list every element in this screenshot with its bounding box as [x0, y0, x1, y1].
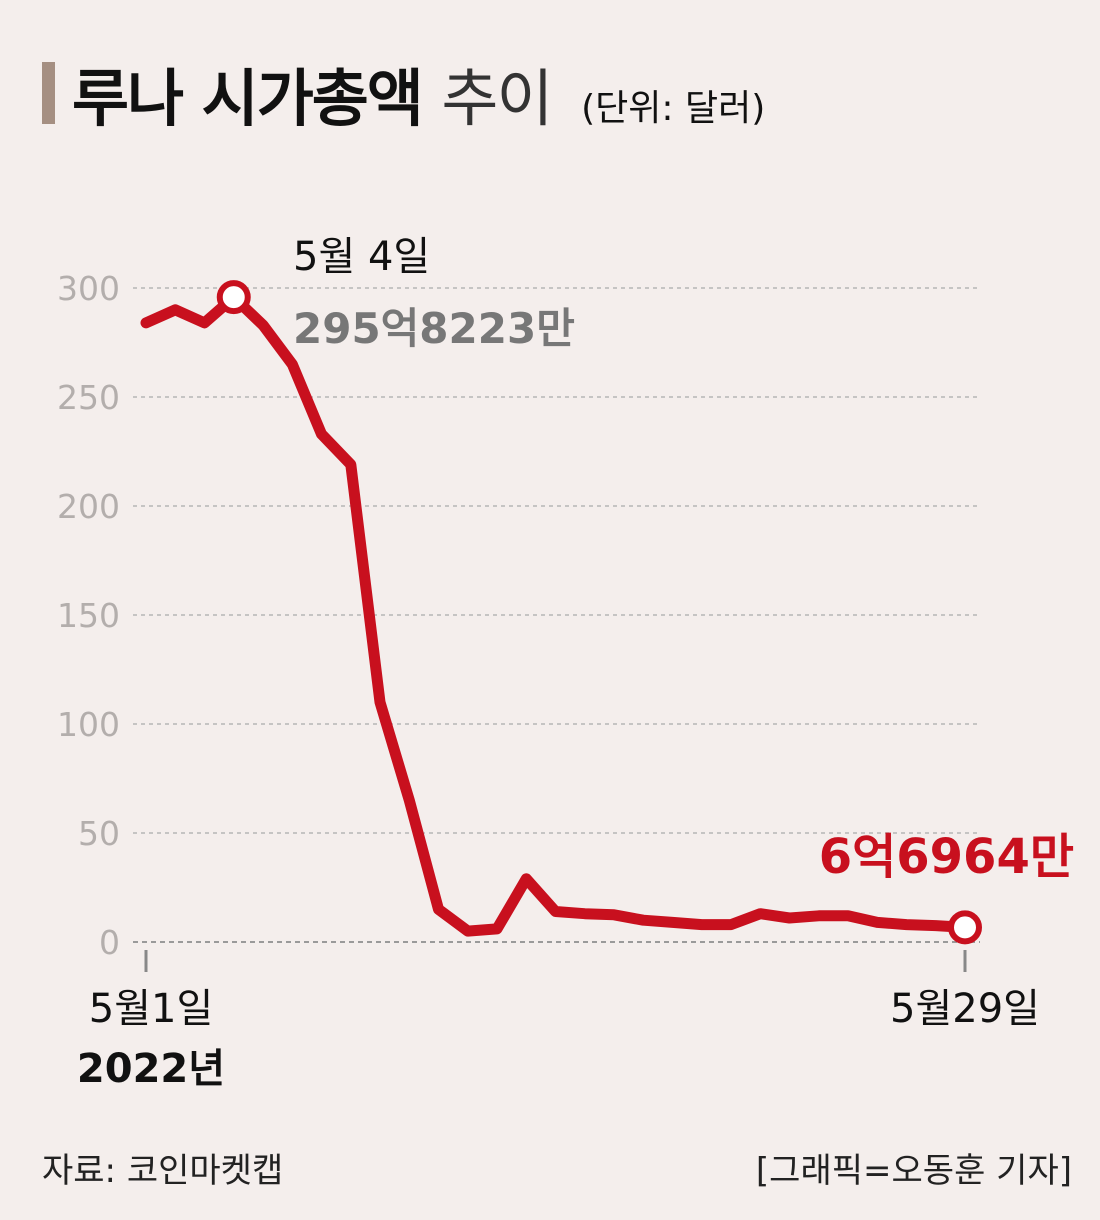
annotation-value: 6억6964만: [819, 829, 1074, 885]
x-tick-label-start: 5월1일: [89, 986, 214, 1032]
chart-title: 루나 시가총액 추이 (단위: 달러): [72, 48, 765, 138]
y-tick-label: 200: [57, 487, 120, 526]
title-light: 추이: [441, 62, 553, 135]
highlight-point: [948, 910, 982, 945]
y-tick-label: 300: [57, 269, 120, 308]
annotation-date: 5월 4일: [293, 234, 430, 280]
title-unit: (단위: 달러): [581, 88, 766, 129]
y-tick-label: 150: [57, 596, 120, 635]
y-tick-label: 50: [78, 814, 120, 853]
annotation-value: 295억8223만: [293, 304, 575, 353]
title-accent-bar: [42, 62, 55, 124]
x-year-label: 2022년: [77, 1046, 225, 1092]
y-tick-label: 250: [57, 378, 120, 417]
title-main: 루나 시가총액: [72, 62, 424, 135]
series-line: [140, 291, 971, 937]
highlight-point: [216, 280, 251, 315]
y-tick-label: 100: [57, 705, 120, 744]
graphic-credit: [그래픽=오동훈 기자]: [755, 1151, 1072, 1191]
x-tick-label-end: 5월29일: [890, 986, 1040, 1032]
y-tick-label: 0: [99, 923, 120, 962]
source-note: 자료: 코인마켓캡: [42, 1151, 284, 1191]
